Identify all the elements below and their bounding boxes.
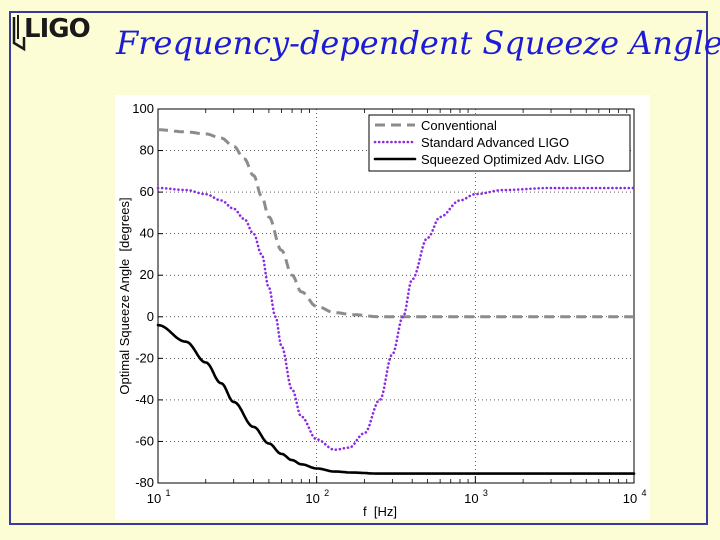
logo-text: LIGO: [24, 14, 91, 44]
x-tick-exponent: 2: [324, 488, 329, 498]
x-tick-exponent: 3: [483, 488, 488, 498]
legend-label-3: Squeezed Optimized Adv. LIGO: [421, 152, 604, 167]
legend-label-2: Standard Advanced LIGO: [421, 135, 569, 150]
legend: Conventional Standard Advanced LIGO Squeez…: [368, 114, 631, 172]
slide-title: Frequency-dependent Squeeze Angle: [116, 24, 720, 62]
series-lines: [156, 128, 636, 475]
y-tick-label: -80: [135, 475, 154, 490]
series-line-3: [156, 323, 636, 475]
x-tick-exponent: 4: [641, 488, 646, 498]
x-tick-label: 10: [305, 491, 319, 506]
y-axis-ticks: 100 80 60 40 20 0 -20 -40 -60 -80: [132, 101, 163, 490]
y-tick-label: 40: [140, 226, 154, 241]
y-tick-label: -40: [135, 392, 154, 407]
y-tick-label: -60: [135, 433, 154, 448]
y-tick-label: 20: [140, 267, 154, 282]
slide-frame: [9, 11, 708, 525]
series-line-2: [156, 186, 636, 452]
legend-label-1: Conventional: [421, 118, 497, 133]
plot-area: [157, 108, 635, 484]
x-tick-label: 10: [147, 491, 161, 506]
x-axis-label: f [Hz]: [363, 504, 397, 519]
y-axis-label: Optimal Squeeze Angle [degrees]: [117, 197, 132, 394]
x-tick-exponent: 1: [165, 488, 170, 498]
y-tick-label: -20: [135, 350, 154, 365]
y-tick-label: 60: [140, 184, 154, 199]
y-tick-label: 100: [132, 101, 154, 116]
series-line-1: [158, 128, 634, 319]
squeeze-angle-chart: 100 80 60 40 20 0 -20 -40 -60 -80 10 1 10 2 10 3 10 4 f …: [117, 101, 647, 519]
y-tick-label: 0: [147, 309, 154, 324]
x-tick-label: 10: [464, 491, 478, 506]
ligo-logo: [10, 13, 92, 53]
x-tick-label: 10: [623, 491, 637, 506]
y-tick-label: 80: [140, 143, 154, 158]
chart-panel: 100 80 60 40 20 0 -20 -40 -60 -80 10 1 10 2 10 3 10 4 f …: [115, 95, 650, 520]
x-axis-ticks: 10 1 10 2 10 3 10 4: [147, 109, 647, 506]
